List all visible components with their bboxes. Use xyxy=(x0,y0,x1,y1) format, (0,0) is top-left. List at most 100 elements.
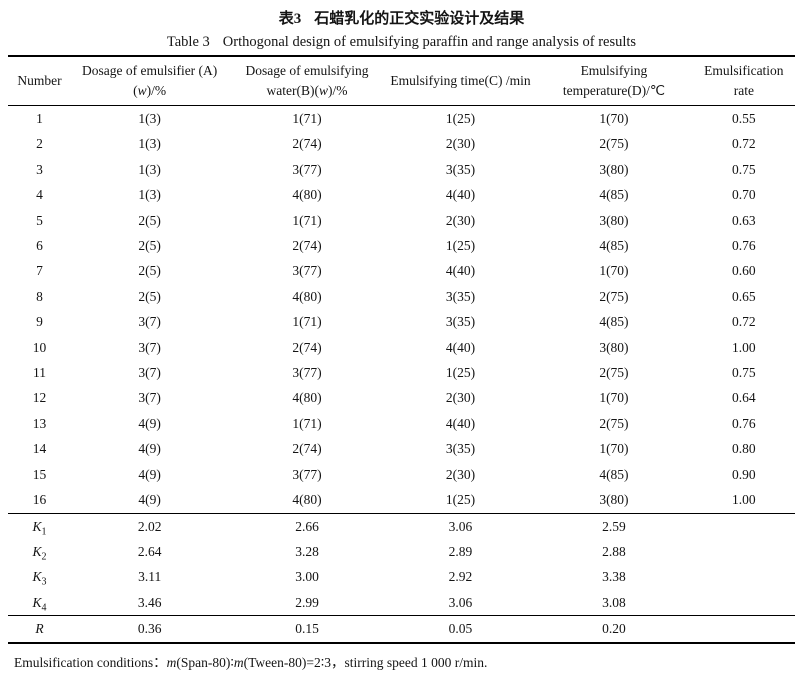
table-cell: 2.64 xyxy=(137,543,162,559)
table-cell: 4(40) xyxy=(445,187,476,203)
table-title-cn-text: 石蜡乳化的正交实验设计及结果 xyxy=(314,11,525,27)
table-cell: 0.60 xyxy=(732,263,756,279)
table-cell: 1(70) xyxy=(599,390,629,406)
table-row: 11 3(7) 3(77) 1(25) 2(75) 0.75 xyxy=(8,360,795,385)
table-number-en: Table 3 xyxy=(166,34,210,50)
table-cell: 3(35) xyxy=(445,314,476,330)
column-header-dosage-water: Dosage of emulsifying water(B)(w)/% xyxy=(228,56,386,106)
table-row: 15 4(9) 3(77) 2(30) 4(85) 0.90 xyxy=(8,462,795,487)
table-cell: 2.66 xyxy=(295,518,319,534)
table-cell: 3.06 xyxy=(448,518,473,534)
column-header-emulsifying-temperature: Emulsifying temperature(D)/℃ xyxy=(535,56,693,106)
table-cell: 2(5) xyxy=(138,212,161,228)
k-row: K3 3.11 3.00 2.92 3.38 xyxy=(8,564,795,589)
table-cell: 4(80) xyxy=(292,390,322,406)
table-row: 5 2(5) 1(71) 2(30) 3(80) 0.63 xyxy=(8,208,795,233)
table-cell: 3(80) xyxy=(599,212,629,228)
table-cell: 3(80) xyxy=(599,339,629,355)
table-cell: 0.75 xyxy=(732,365,756,381)
table-cell: 1(25) xyxy=(445,238,476,254)
table-cell: 0.72 xyxy=(732,136,756,152)
table-cell: 4(9) xyxy=(138,415,161,431)
table-cell: 7 xyxy=(36,263,43,279)
table-cell: 0.36 xyxy=(137,621,162,637)
table-cell: 0.76 xyxy=(732,415,756,431)
table-cell: 2(5) xyxy=(138,263,161,279)
table-cell: 12 xyxy=(32,390,47,406)
table-cell: 1(3) xyxy=(138,136,161,152)
table-cell: 0.90 xyxy=(732,466,756,482)
table-cell: 2(30) xyxy=(445,212,476,228)
table-cell: 11 xyxy=(32,365,46,381)
table-cell: 0.20 xyxy=(602,621,626,637)
table-cell: 3.28 xyxy=(295,543,319,559)
table-cell: 1.00 xyxy=(692,487,795,514)
table-cell: 3(7) xyxy=(138,339,161,355)
table-cell xyxy=(693,564,795,589)
table-cell: 15 xyxy=(32,466,47,482)
table-cell: 4(40) xyxy=(445,263,476,279)
table-cell: 9 xyxy=(36,314,43,330)
table-cell: 2.02 xyxy=(137,518,162,534)
table-cell: 1(71) xyxy=(292,314,322,330)
table-cell: 6 xyxy=(36,238,43,254)
table-cell: 4(85) xyxy=(599,466,629,482)
table-cell xyxy=(693,539,795,564)
table-cell: 2(75) xyxy=(599,365,629,381)
table-cell: 1(70) xyxy=(599,111,629,126)
table-cell: 13 xyxy=(32,415,47,431)
table-cell: 0.15 xyxy=(295,621,319,637)
table-cell: 2(5) xyxy=(138,238,161,254)
table-cell: 1(25) xyxy=(385,487,536,514)
table-cell: 1.00 xyxy=(732,339,756,355)
table-cell: 0.63 xyxy=(732,212,756,228)
table-row: 9 3(7) 1(71) 3(35) 4(85) 0.72 xyxy=(8,309,795,334)
table-cell: 0.55 xyxy=(732,111,756,126)
row-label: K1 xyxy=(32,518,47,538)
table-cell: 2.88 xyxy=(602,543,626,559)
table-cell: 5 xyxy=(36,212,43,228)
row-label: K4 xyxy=(8,589,71,617)
table-cell: 1(25) xyxy=(445,111,476,126)
table-cell: 2(30) xyxy=(445,390,476,406)
table-cell xyxy=(693,513,795,539)
table-cell xyxy=(693,616,795,644)
table-cell: 0.05 xyxy=(448,621,473,637)
table-cell: 2.92 xyxy=(448,569,473,585)
table-cell: 3(80) xyxy=(599,161,629,177)
table-cell: 14 xyxy=(32,441,47,457)
table-cell: 3(7) xyxy=(138,314,161,330)
table-cell: 0.72 xyxy=(732,314,756,330)
table-cell: 1 xyxy=(36,111,43,126)
results-table: Number Dosage of emulsifier (A) (w)/% Dosag… xyxy=(8,55,795,645)
table-cell: 1(71) xyxy=(292,415,322,431)
table-cell: 4(80) xyxy=(228,487,386,514)
table-cell: 3.46 xyxy=(70,589,229,617)
table-cell: 2(5) xyxy=(138,288,161,304)
table-row: 4 1(3) 4(80) 4(40) 4(85) 0.70 xyxy=(8,182,795,207)
table-cell: 16 xyxy=(8,487,71,514)
table-cell: 4(85) xyxy=(599,238,629,254)
table-cell xyxy=(692,589,795,617)
row-label: R xyxy=(35,621,44,637)
table-cell: 2.89 xyxy=(448,543,473,559)
table-cell: 3(35) xyxy=(445,441,476,457)
table-cell: 3(80) xyxy=(535,487,693,514)
k-row: K1 2.02 2.66 3.06 2.59 xyxy=(8,513,795,539)
table-cell: 3(7) xyxy=(138,390,161,406)
table-cell: 4(9) xyxy=(138,466,161,482)
row-label: K3 xyxy=(32,569,47,588)
table-cell: 3.11 xyxy=(138,569,162,585)
table-cell: 3.00 xyxy=(295,569,319,585)
table-cell: 0.65 xyxy=(732,288,756,304)
table-row: 6 2(5) 2(74) 1(25) 4(85) 0.76 xyxy=(8,233,795,258)
table-cell: 2(74) xyxy=(292,238,322,254)
table-cell: 4(9) xyxy=(70,487,229,514)
table-cell: 0.80 xyxy=(732,441,756,457)
table-number-cn: 表3 xyxy=(278,11,302,27)
table-title-en-text: Orthogonal design of emulsifying paraffi… xyxy=(222,34,637,50)
table-body: 1 1(3) 1(71) 1(25) 1(70) 0.55 2 1(3) 2(74) 2(30) 2… xyxy=(8,106,795,644)
table-cell: 3(77) xyxy=(292,365,322,381)
table-cell: 2(75) xyxy=(599,415,629,431)
k-row: K4 3.46 2.99 3.06 3.08 xyxy=(8,589,795,617)
